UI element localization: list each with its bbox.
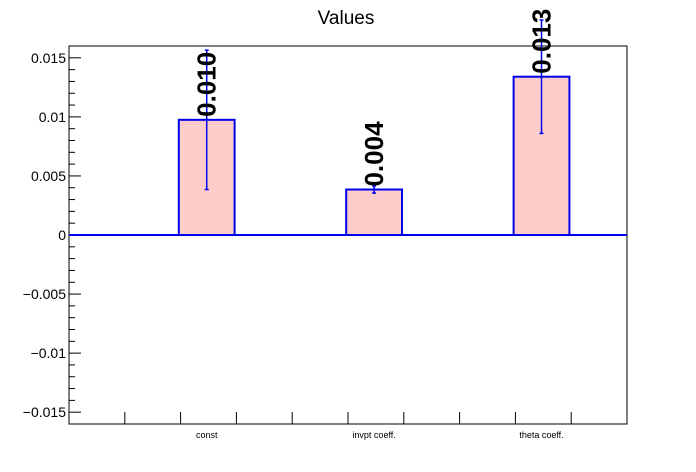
x-tick-label: invpt coeff. bbox=[352, 430, 395, 440]
x-tick-label: theta coeff. bbox=[519, 430, 563, 440]
data-label: 0.013 bbox=[527, 9, 557, 74]
y-tick-label: 0 bbox=[58, 227, 66, 243]
y-tick-label: 0.015 bbox=[31, 50, 66, 66]
x-tick-label: const bbox=[196, 430, 218, 440]
y-tick-label: −0.01 bbox=[31, 345, 67, 361]
chart-title: Values bbox=[318, 8, 375, 29]
data-label: 0.010 bbox=[192, 52, 222, 117]
plot-area: −0.015 −0.01 −0.005 0 0.005 0.01 0.015 0.010 con… bbox=[23, 9, 628, 440]
y-tick-label: −0.015 bbox=[23, 404, 66, 420]
data-label: 0.004 bbox=[359, 121, 389, 187]
y-tick-label: −0.005 bbox=[23, 286, 66, 302]
y-tick-label: 0.01 bbox=[39, 109, 66, 125]
bar bbox=[345, 188, 404, 237]
y-tick-label: 0.005 bbox=[31, 168, 66, 184]
